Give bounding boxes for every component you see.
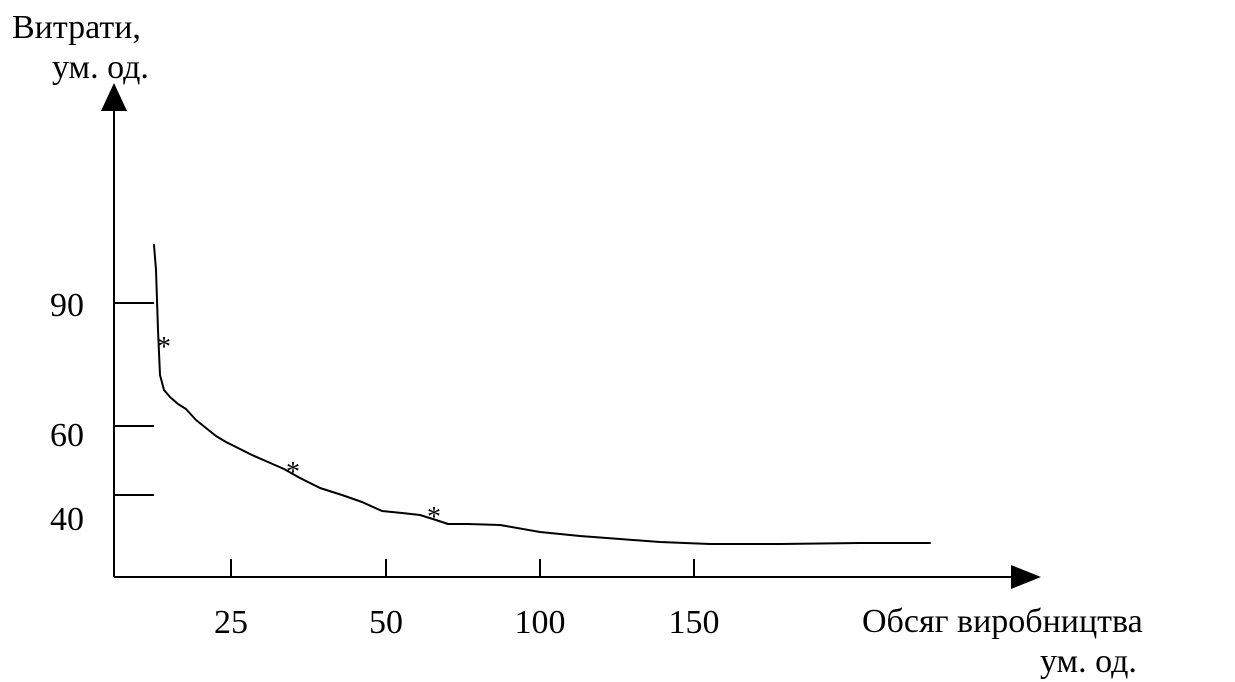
x-axis-label-line-1: Обсяг виробництва: [862, 603, 1143, 640]
x-tick-25-label: 25: [214, 604, 248, 641]
cost-curve-line: [153, 244, 931, 545]
x-axis-label-line-2: ум. од.: [1040, 643, 1137, 680]
curve-marker-1: *: [157, 332, 171, 363]
y-tick-90-label: 90: [50, 287, 84, 324]
y-tick-60-label: 60: [50, 417, 84, 454]
curve-marker-3: *: [427, 502, 441, 533]
x-tick-150-label: 150: [669, 604, 720, 641]
y-axis-arrowhead: [101, 83, 127, 111]
y-tick-40-label: 40: [50, 501, 84, 538]
x-axis-arrowhead: [1011, 565, 1041, 589]
y-axis-label-line-1: Витрати,: [12, 9, 141, 46]
x-axis: 25 50 100 150: [114, 559, 1041, 641]
y-axis-label: Витрати, ум. од.: [12, 9, 149, 86]
curve-markers: * * *: [157, 332, 441, 533]
curve-marker-2: *: [286, 457, 300, 488]
y-axis-label-line-2: ум. од.: [52, 49, 149, 86]
x-tick-50-label: 50: [369, 604, 403, 641]
x-tick-100-label: 100: [515, 604, 566, 641]
y-axis: 90 60 40: [50, 83, 154, 577]
x-axis-label: Обсяг виробництва ум. од.: [862, 603, 1143, 680]
